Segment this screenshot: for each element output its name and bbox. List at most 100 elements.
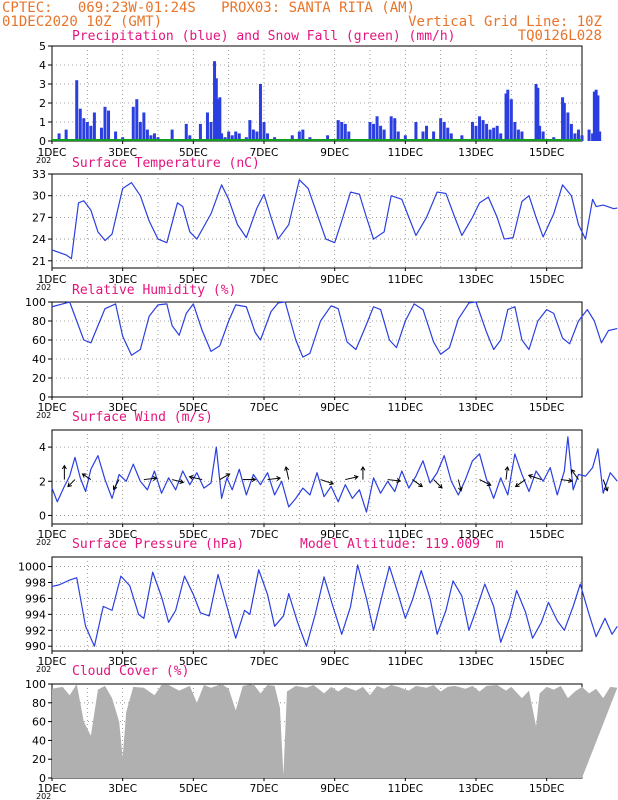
pressure-ytick-label: 996 [25,592,46,605]
temp-ytick-label: 24 [32,233,46,246]
cloud-xtick-label: 13DEC [458,783,493,795]
cloud-xtick-label: 5DEC [179,783,208,795]
precip-bar [64,129,68,141]
precip-bar [561,97,565,141]
wind-vector [479,479,491,486]
pressure-title: Surface Pressure (hPa) [72,537,245,552]
pressure-year-fragment: 202 [36,665,51,674]
rh-xtick-label: 3DEC [108,402,137,414]
temp-series-line [51,179,618,260]
precip-bar [449,133,453,141]
precip-bar [184,123,188,141]
precip-ytick-label: 4 [39,59,46,72]
pressure-ytick-label: 1000 [18,561,46,574]
pressure-xtick-label: 3DEC [108,656,137,668]
precip-bar [255,131,259,141]
wind-vector-head [568,478,573,484]
precip-bar [580,135,584,141]
rh-xtick-label: 7DEC [250,402,279,414]
temp-xtick-label: 11DEC [388,274,423,286]
wind-vector-head [152,476,158,481]
wind-vector-head [418,482,423,488]
precip-bar [145,129,149,141]
rh-ytick-label: 100 [25,296,46,309]
precip-bar [214,78,218,141]
precip-bar [99,127,103,141]
precip-bar [198,123,202,141]
precip-title: Precipitation (blue) and Snow Fall (gree… [72,29,456,44]
wind-vector [457,479,462,491]
precip-xtick-label: 5DEC [179,147,208,159]
pressure-ytick-label: 994 [25,608,46,621]
wind-vector-head [353,475,359,480]
precip-bar [432,131,436,141]
precip-bar [566,112,570,141]
precip-bar [382,129,386,141]
wind-vector [602,479,608,491]
precip-bar [218,97,222,141]
precip-bar [213,61,217,142]
wind-vector [189,476,203,481]
cloud-series-area [52,684,618,778]
precip-bar [368,122,372,141]
precip-bar [258,84,262,141]
precip-bar [131,106,135,141]
rh-ytick-label: 0 [39,391,46,404]
precip-bar [488,129,492,141]
precip-bar [107,110,111,141]
rh-title: Relative Humidity (%) [72,283,237,298]
wind-xtick-label: 7DEC [250,529,279,541]
precip-bar [470,122,474,141]
wind-vector-head [504,465,510,471]
temp-year-fragment: 202 [36,283,51,292]
cloud-xtick-label: 1DEC [38,783,67,795]
temp-ytick-label: 21 [32,255,46,268]
precip-xtick-label: 7DEC [250,147,279,159]
precip-bar [347,131,351,141]
wind-vector [387,479,401,482]
precip-bar [598,131,602,141]
precip-bar [82,118,86,141]
wind-vector [267,477,281,481]
temp-ytick-label: 27 [32,211,46,224]
wind-vector-head [81,473,87,478]
wind-vector-head [486,481,492,486]
wind-frame [51,429,583,525]
wind-series-line [51,436,618,513]
pressure-series-line [51,564,618,647]
wind-vector-head [276,476,282,481]
precip-ytick-label: 1 [39,116,46,129]
precip-bar [509,99,513,141]
precip-ytick-label: 5 [39,40,46,53]
pressure-xtick-label: 5DEC [179,656,208,668]
precip-bar [504,93,508,141]
pressure-xtick-label: 11DEC [388,656,423,668]
precip-bar [442,122,446,141]
precip-bar [492,127,496,141]
rh-xtick-label: 11DEC [388,402,423,414]
wind-xtick-label: 9DEC [320,529,349,541]
wind-xtick-label: 1DEC [38,529,67,541]
precip-bar [506,89,510,141]
wind-xtick-label: 5DEC [179,529,208,541]
precip-bar [227,131,231,141]
precip-bar [569,123,573,141]
wind-vector [113,479,120,490]
precip-bar [516,129,520,141]
precip-bar [534,84,538,141]
precip-bar [562,103,566,141]
wind-vector [560,479,573,482]
precip-ytick-label: 2 [39,97,46,110]
precip-bar [372,123,376,141]
wind-vector [345,476,358,481]
temp-xtick-label: 5DEC [179,274,208,286]
precip-bar [375,116,379,141]
precip-bar [251,129,255,141]
precip-bar [216,99,220,141]
rh-series-line [51,301,618,358]
precip-bar [396,131,400,141]
wind-vector-head [527,474,533,479]
wind-vector-head [251,477,257,483]
precip-bar [57,133,61,141]
